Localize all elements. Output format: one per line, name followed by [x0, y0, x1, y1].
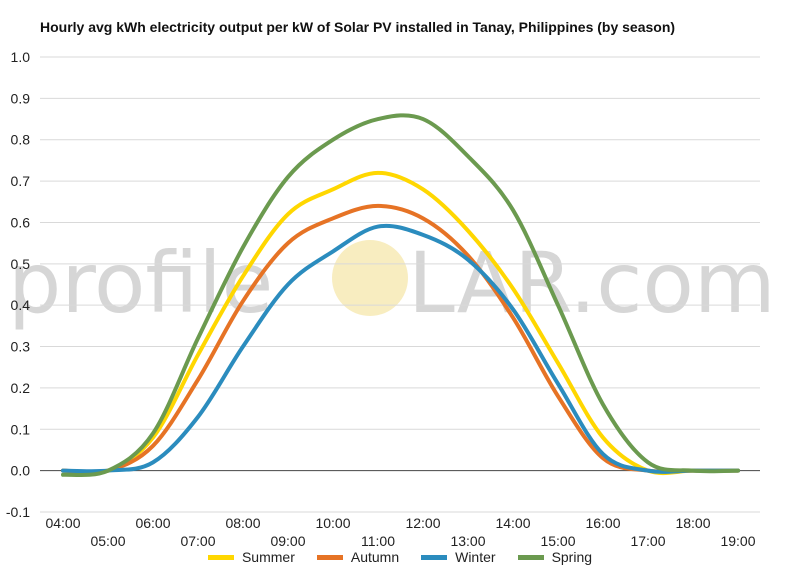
legend-item-spring: Spring [517, 549, 593, 565]
y-tick-label: 0.2 [11, 380, 31, 396]
x-tick-label: 11:00 [361, 533, 395, 549]
x-tick-label: 13:00 [450, 533, 485, 549]
legend-item-autumn: Autumn [316, 549, 400, 565]
chart-title: Hourly avg kWh electricity output per kW… [40, 19, 676, 35]
series-line-spring [61, 113, 740, 478]
legend-item-winter: Winter [421, 549, 496, 565]
legend-label: Autumn [350, 549, 400, 565]
x-tick-label: 19:00 [720, 533, 755, 549]
y-tick-label: 0.0 [11, 463, 31, 479]
watermark-text-left: profile [8, 234, 273, 332]
legend-label: Spring [551, 549, 593, 565]
x-tick-label: 07:00 [180, 533, 215, 549]
series-line-summer [61, 170, 740, 476]
x-tick-label: 15:00 [540, 533, 575, 549]
x-tick-label: 12:00 [405, 515, 440, 531]
y-tick-label: -0.1 [6, 504, 30, 520]
legend-item-summer: Summer [207, 549, 295, 565]
y-tick-label: 0.1 [11, 421, 31, 437]
y-tick-label: 0.8 [11, 132, 31, 148]
y-tick-label: 0.9 [11, 90, 31, 106]
series-lines [61, 113, 740, 478]
x-tick-label: 08:00 [225, 515, 260, 531]
x-tick-label: 06:00 [135, 515, 170, 531]
legend-swatch [207, 554, 234, 560]
x-tick-label: 09:00 [270, 533, 305, 549]
x-tick-label: 16:00 [585, 515, 620, 531]
x-tick-label: 05:00 [90, 533, 125, 549]
y-tick-label: 0.5 [11, 256, 31, 272]
x-tick-label: 17:00 [630, 533, 665, 549]
series-line-autumn [61, 203, 740, 475]
x-tick-label: 14:00 [495, 515, 530, 531]
gridlines [40, 56, 760, 513]
legend-label: Winter [455, 549, 496, 565]
y-tick-label: 0.6 [11, 214, 31, 230]
y-tick-label: 0.3 [11, 339, 31, 355]
y-axis-ticks: 1.0 0.9 0.8 0.7 0.6 0.5 0.4 0.3 0.2 0.1 0.0 -0.1 [6, 49, 30, 520]
y-tick-label: 1.0 [11, 49, 31, 65]
x-tick-label: 04:00 [45, 515, 80, 531]
series-line-winter [61, 223, 740, 474]
watermark-text-right: LAR.com [408, 234, 776, 332]
legend-swatch [517, 554, 544, 560]
y-tick-label: 0.7 [11, 173, 31, 189]
x-axis-ticks: 04:00 05:00 06:00 07:00 08:00 09:00 10:00 11:00… [45, 515, 755, 549]
legend-swatch [421, 554, 448, 560]
legend-label: Summer [241, 549, 295, 565]
legend: Summer Autumn Winter Spring [0, 549, 800, 565]
watermark-sun-icon [332, 240, 408, 316]
x-tick-label: 18:00 [675, 515, 710, 531]
x-tick-label: 10:00 [315, 515, 350, 531]
legend-swatch [316, 554, 343, 560]
y-tick-label: 0.4 [11, 297, 31, 313]
watermark: profile LAR.com [8, 234, 776, 332]
